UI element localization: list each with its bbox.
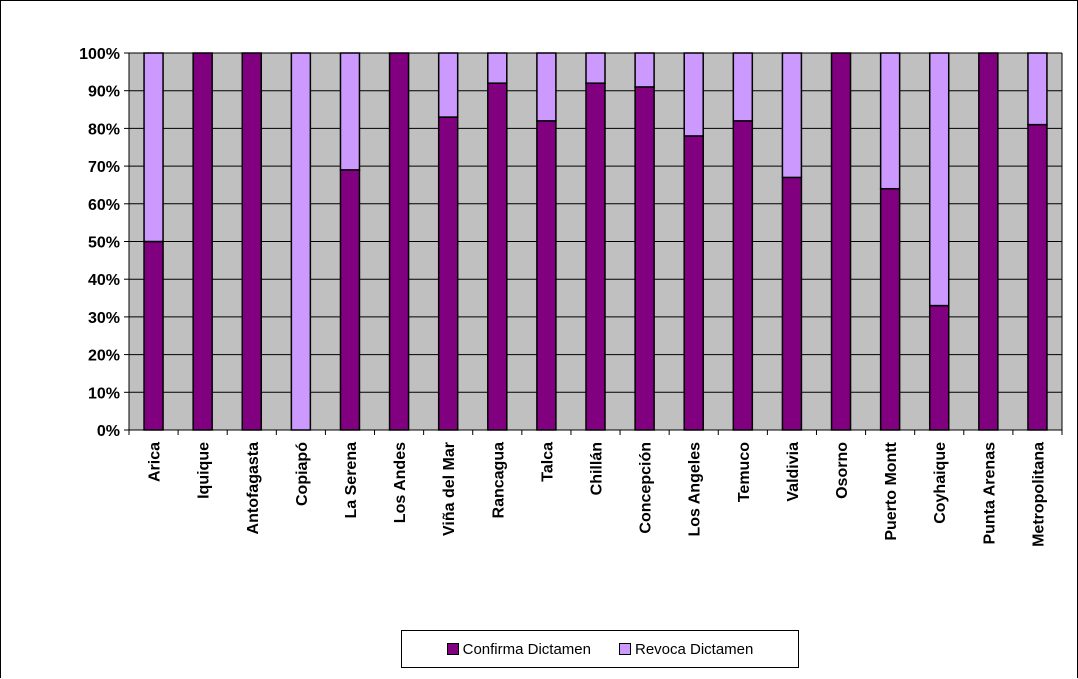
x-tick-label: Rancagua: [490, 442, 507, 519]
bar-revoca: [143, 52, 164, 243]
x-tick-label: Viña del Mar: [441, 442, 458, 536]
y-tick-label: 80%: [88, 121, 120, 138]
bar-revoca: [487, 52, 508, 84]
bar-confirma: [143, 240, 164, 431]
bar-confirma: [830, 52, 852, 431]
bar-revoca: [1027, 52, 1048, 126]
bar-confirma: [634, 86, 655, 431]
y-tick-label: 30%: [88, 310, 120, 327]
bar-revoca: [634, 52, 655, 88]
y-tick-label: 10%: [88, 385, 120, 402]
x-tick-label: Metropolitana: [1030, 442, 1047, 547]
legend-swatch-revoca: [618, 643, 631, 655]
x-tick-label: Los Angeles: [687, 442, 704, 537]
bar-confirma: [241, 52, 263, 431]
y-tick-label: 70%: [88, 159, 120, 176]
y-tick-label: 100%: [79, 46, 120, 63]
x-tick-label: Concepción: [638, 442, 655, 534]
bar-revoca: [928, 52, 950, 307]
x-tick-label: Talca: [539, 442, 556, 482]
legend-item-revoca: Revoca Dictamen: [618, 640, 754, 658]
bar-confirma: [781, 176, 803, 431]
bar-confirma: [339, 169, 361, 431]
bar-confirma: [879, 187, 901, 431]
x-tick-label: La Serena: [343, 442, 360, 519]
bar-revoca: [585, 52, 606, 84]
bar-revoca: [879, 52, 901, 190]
y-tick-label: 20%: [88, 348, 120, 365]
x-tick-label: Punta Arenas: [981, 442, 998, 545]
x-tick-label: Valdivia: [785, 442, 802, 502]
x-tick-label: Puerto Montt: [883, 441, 900, 540]
bar-confirma: [1027, 123, 1048, 431]
bar-confirma: [978, 52, 999, 431]
bar-confirma: [437, 116, 459, 431]
bar-revoca: [290, 52, 312, 431]
x-tick-label: Los Andes: [392, 442, 409, 523]
bar-revoca: [683, 52, 704, 137]
x-tick-label: Temuco: [736, 442, 753, 502]
bar-confirma: [585, 82, 606, 431]
x-tick-label: Arica: [147, 442, 164, 482]
y-tick-label: 40%: [88, 272, 120, 289]
bar-revoca: [781, 52, 803, 179]
bar-confirma: [536, 120, 557, 431]
x-tick-label: Antofagasta: [245, 442, 262, 535]
bar-revoca: [437, 52, 459, 118]
x-tick-label: Chillán: [589, 442, 606, 495]
bar-confirma: [683, 135, 704, 431]
bar-confirma: [192, 52, 213, 431]
x-tick-label: Coyhaique: [932, 442, 949, 524]
x-tick-label: Iquique: [196, 442, 213, 499]
bar-revoca: [339, 52, 361, 171]
y-tick-label: 50%: [88, 235, 120, 252]
bar-confirma: [732, 120, 754, 431]
bar-revoca: [536, 52, 557, 122]
legend-item-confirma: Confirma Dictamen: [446, 640, 591, 658]
legend-label-revoca: Revoca Dictamen: [634, 640, 754, 658]
stacked-bar-chart: 0% 10% 20% 30% 40% 50% 60% 70% 80% 90% 100% Arica Iq…: [79, 46, 1063, 547]
bar-revoca: [732, 52, 754, 122]
legend-swatch-confirma: [446, 643, 459, 655]
x-tick-label: Osorno: [834, 442, 851, 499]
bar-confirma: [388, 52, 410, 431]
bar-confirma: [487, 82, 508, 431]
legend-label-confirma: Confirma Dictamen: [462, 640, 591, 658]
y-tick-label: 60%: [88, 197, 120, 214]
x-tick-label: Copiapó: [294, 442, 311, 506]
y-tick-label: 0%: [97, 423, 120, 440]
y-tick-label: 90%: [88, 84, 120, 101]
chart-legend: Confirma Dictamen Revoca Dictamen: [401, 630, 799, 668]
bar-confirma: [928, 304, 950, 431]
